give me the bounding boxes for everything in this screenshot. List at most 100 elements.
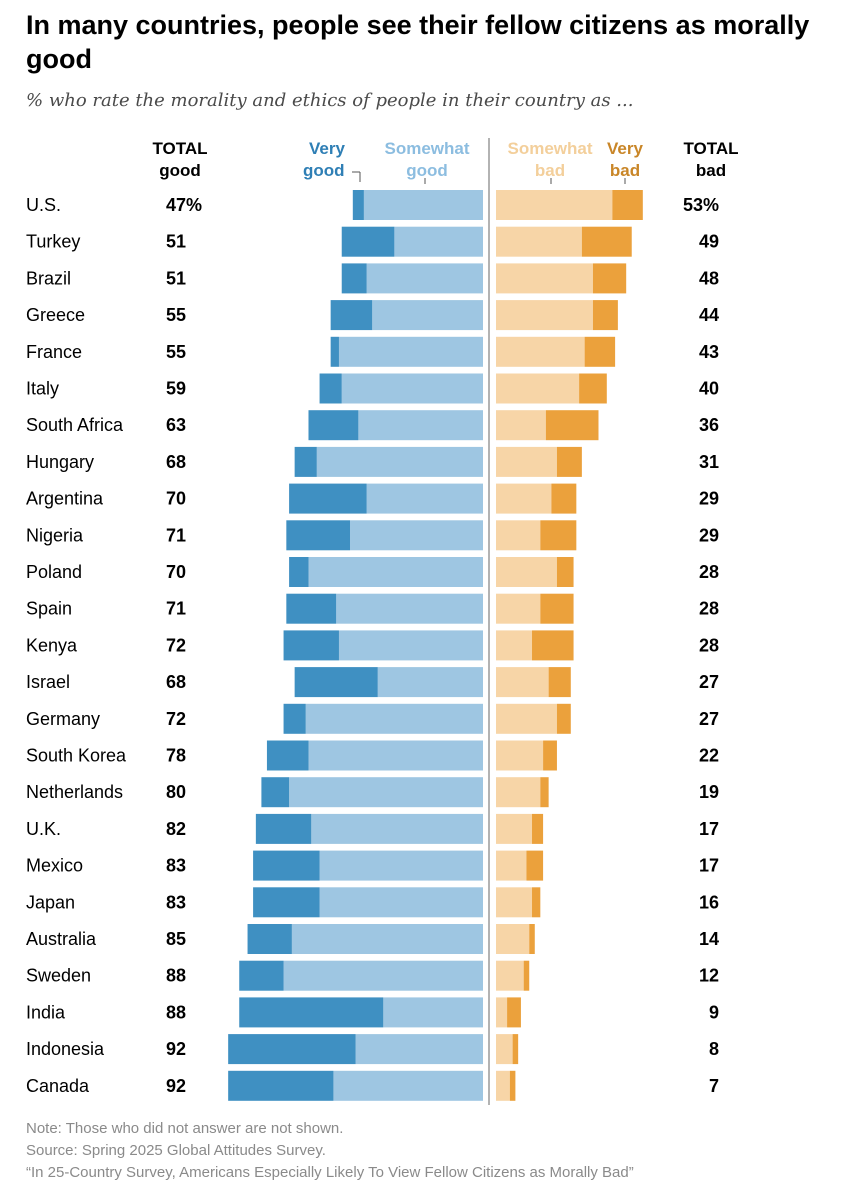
bar-very-good <box>352 190 364 220</box>
bar-very-good <box>286 520 351 551</box>
bar-somewhat-good <box>311 813 483 844</box>
bar-somewhat-good <box>305 703 483 734</box>
total-bad-value: 17 <box>699 819 719 839</box>
bar-somewhat-bad <box>496 813 533 844</box>
bar-very-good <box>294 446 317 477</box>
header-very-bad: Very bad <box>607 139 643 180</box>
total-bad-value: 12 <box>699 966 719 986</box>
total-bad-value: 29 <box>699 489 719 509</box>
bar-very-bad <box>556 446 582 477</box>
bar-very-bad <box>584 336 616 367</box>
bar-somewhat-good <box>283 960 483 991</box>
bar-somewhat-bad <box>496 300 593 331</box>
bar-somewhat-good <box>358 410 483 441</box>
total-good-value: 83 <box>166 856 186 876</box>
bar-somewhat-bad <box>496 1070 510 1101</box>
country-label: Turkey <box>26 232 80 252</box>
bar-somewhat-good <box>336 593 483 624</box>
bar-very-good <box>228 1034 356 1065</box>
total-bad-value: 7 <box>709 1076 719 1096</box>
bar-very-bad <box>507 997 521 1028</box>
bar-very-good <box>330 300 373 331</box>
bar-somewhat-bad <box>496 997 508 1028</box>
total-good-value: 51 <box>166 268 186 288</box>
country-label: Greece <box>26 305 85 325</box>
total-bad-value: 53% <box>683 195 719 215</box>
bar-very-good <box>253 887 320 918</box>
bar-somewhat-bad <box>496 777 541 808</box>
bar-very-bad <box>551 483 577 514</box>
total-bad-value: 14 <box>699 929 719 949</box>
bar-somewhat-bad <box>496 960 524 991</box>
total-good-value: 72 <box>166 635 186 655</box>
total-good-value: 83 <box>166 892 186 912</box>
header-very-good: Very good <box>303 139 345 180</box>
bar-very-good <box>253 850 320 881</box>
total-good-value: 55 <box>166 342 186 362</box>
bar-very-bad <box>592 300 618 331</box>
total-good-value: 68 <box>166 452 186 472</box>
country-label: India <box>26 1002 66 1022</box>
bar-very-bad <box>545 410 599 441</box>
bar-somewhat-bad <box>496 263 593 294</box>
total-good-value: 55 <box>166 305 186 325</box>
bar-very-bad <box>540 520 577 551</box>
bar-somewhat-bad <box>496 410 546 441</box>
bar-somewhat-good <box>355 1034 483 1065</box>
country-label: Netherlands <box>26 782 123 802</box>
total-good-value: 78 <box>166 746 186 766</box>
bar-somewhat-bad <box>496 557 557 587</box>
bar-somewhat-good <box>319 850 483 881</box>
total-good-value: 80 <box>166 782 186 802</box>
total-bad-value: 29 <box>699 525 719 545</box>
chart-title: In many countries, people see their fell… <box>26 10 810 74</box>
report-title: “In 25-Country Survey, Americans Especia… <box>26 1164 634 1181</box>
total-bad-value: 49 <box>699 232 719 252</box>
country-label: France <box>26 342 82 362</box>
bar-somewhat-bad <box>496 887 533 918</box>
bar-very-bad <box>579 373 607 404</box>
source-text: Source: Spring 2025 Global Attitudes Sur… <box>26 1142 326 1159</box>
bar-somewhat-good <box>338 630 483 661</box>
bar-very-bad <box>592 263 627 294</box>
total-good-value: 88 <box>166 966 186 986</box>
bar-very-bad <box>556 557 574 587</box>
country-label: South Africa <box>26 415 124 435</box>
country-label: Germany <box>26 709 100 729</box>
country-label: Mexico <box>26 856 83 876</box>
bar-very-bad <box>540 777 549 808</box>
bar-somewhat-bad <box>496 226 582 257</box>
total-bad-value: 40 <box>699 379 719 399</box>
country-label: Sweden <box>26 966 91 986</box>
total-good-value: 70 <box>166 562 186 582</box>
country-label: Argentina <box>26 489 104 509</box>
bar-somewhat-good <box>366 483 483 514</box>
bar-very-good <box>319 373 342 404</box>
country-label: Israel <box>26 672 70 692</box>
bar-very-good <box>341 226 395 257</box>
bar-very-bad <box>532 813 544 844</box>
bar-very-bad <box>612 190 643 220</box>
total-good-value: 72 <box>166 709 186 729</box>
bar-somewhat-bad <box>496 667 549 698</box>
total-bad-value: 27 <box>699 672 719 692</box>
bar-very-good <box>239 960 284 991</box>
bar-very-bad <box>556 703 571 734</box>
bar-somewhat-bad <box>496 190 613 220</box>
total-good-value: 59 <box>166 379 186 399</box>
bar-very-bad <box>512 1034 519 1065</box>
bar-very-good <box>283 630 339 661</box>
bar-somewhat-good <box>366 263 483 294</box>
bar-very-good <box>261 777 290 808</box>
bar-somewhat-good <box>308 557 483 587</box>
bar-very-good <box>266 740 309 771</box>
bar-very-bad <box>509 1070 516 1101</box>
bar-somewhat-good <box>338 336 483 367</box>
bar-somewhat-bad <box>496 373 580 404</box>
country-label: Japan <box>26 892 75 912</box>
country-label: Brazil <box>26 268 71 288</box>
header-somewhat-bad: Somewhat bad <box>507 139 593 180</box>
bar-very-good <box>308 410 359 441</box>
total-bad-value: 48 <box>699 268 719 288</box>
bar-somewhat-bad <box>496 446 557 477</box>
